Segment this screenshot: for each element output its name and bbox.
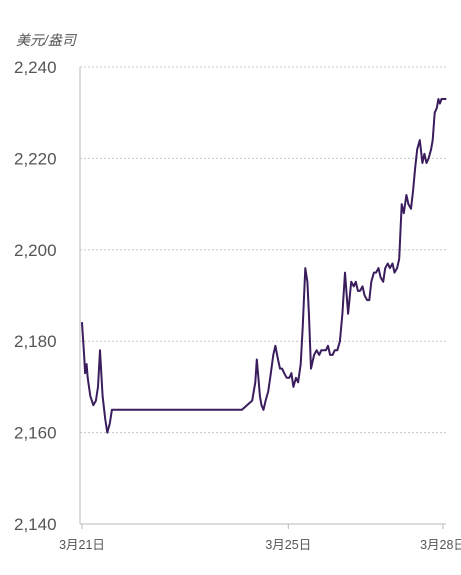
series-layer [81, 98, 447, 434]
y-tick-labels: 2,140 2,160 2,180 2,200 2,220 2,240 [14, 58, 57, 534]
y-tick-label: 2,140 [14, 515, 57, 534]
axes [79, 67, 446, 529]
x-tick-label: 3月28日 [420, 538, 461, 552]
y-tick-label: 2,220 [14, 149, 57, 168]
y-tick-label: 2,180 [14, 332, 57, 351]
y-tick-label: 2,160 [14, 424, 57, 443]
x-tick-label: 3月21日 [59, 538, 105, 552]
y-axis-unit-label: 美元/盎司 [16, 32, 78, 48]
y-tick-label: 2,200 [14, 241, 57, 260]
x-tick-label: 3月25日 [265, 538, 311, 552]
x-tick-labels: 3月21日 3月25日 3月28日 [59, 538, 461, 552]
gold-price-line [81, 98, 447, 434]
y-tick-label: 2,240 [14, 58, 57, 77]
gridlines [80, 66, 446, 434]
